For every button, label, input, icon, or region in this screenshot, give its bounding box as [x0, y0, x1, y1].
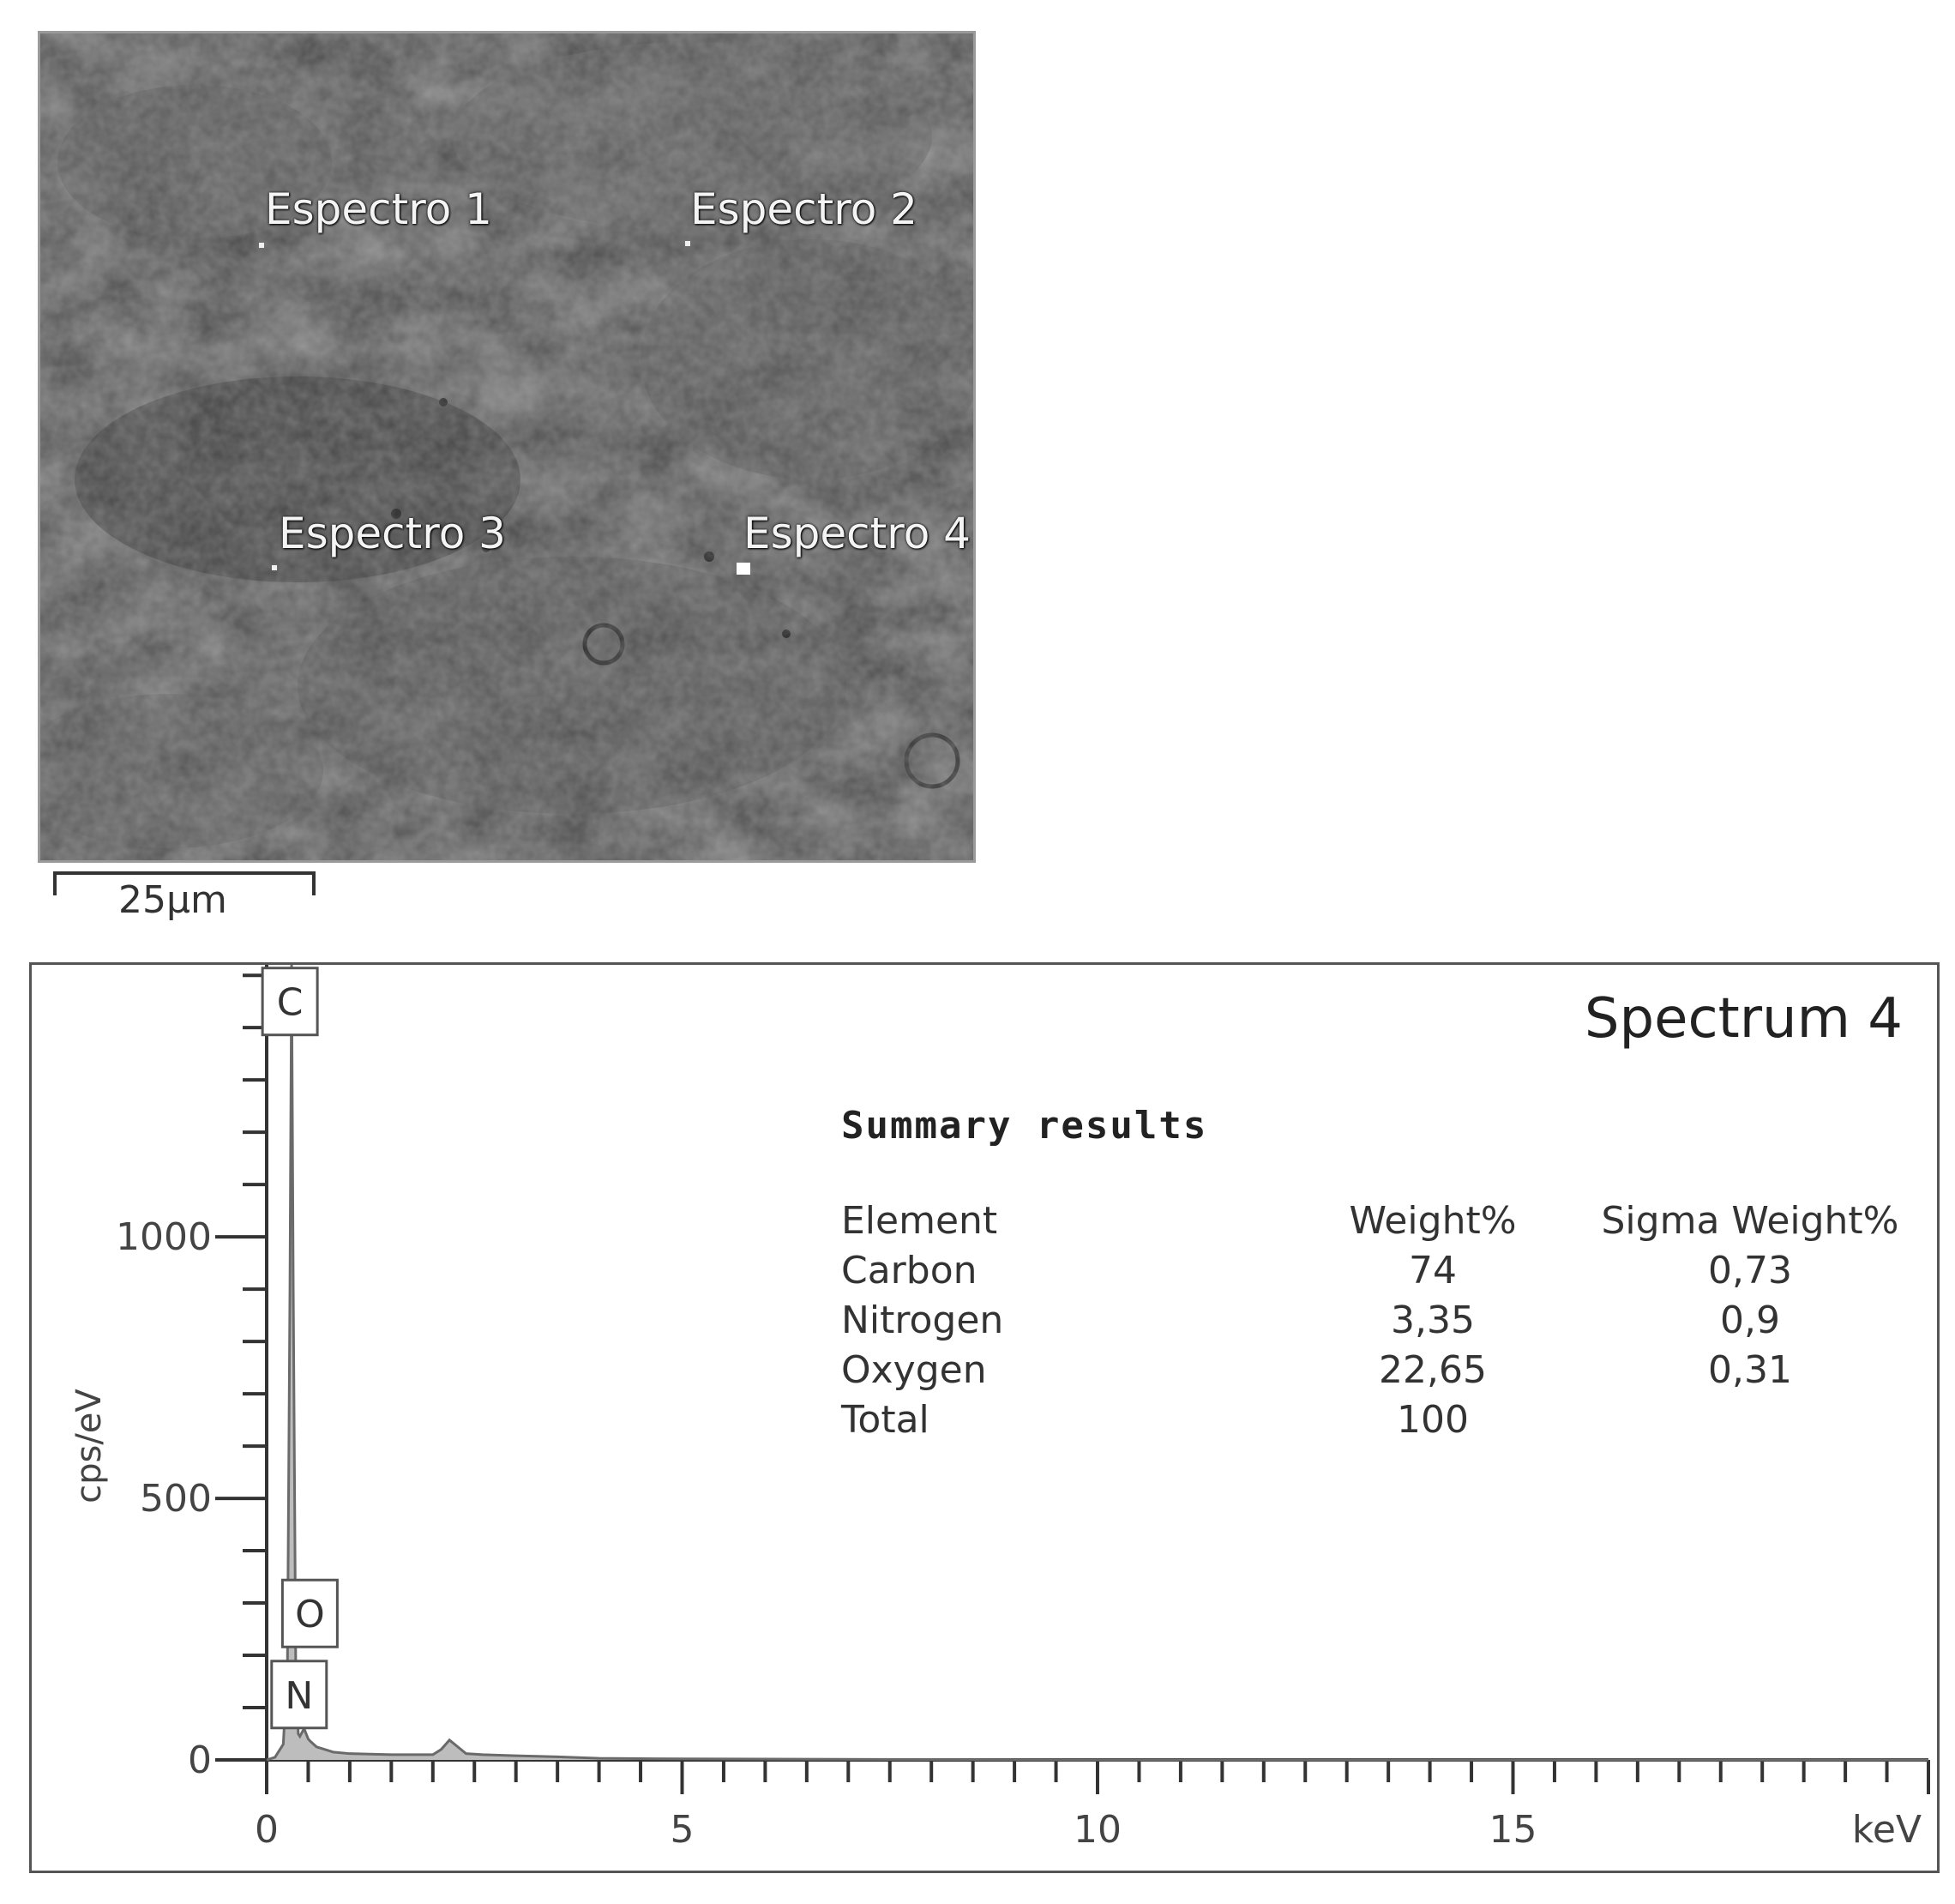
row-sigma: [1579, 1395, 1922, 1444]
x-tick-label: 15: [1489, 1808, 1537, 1852]
y-axis-label: cps/eV: [69, 1389, 109, 1503]
summary-results: Summary results Element Weight% Sigma We…: [841, 1104, 1922, 1444]
summary-heading: Summary results: [841, 1104, 1208, 1148]
spectrum-line: [266, 965, 1928, 1762]
x-axis-label: keV: [1852, 1808, 1922, 1852]
x-tick-label: 0: [255, 1808, 279, 1852]
results-header-row: Element Weight% Sigma Weight%: [841, 1196, 1922, 1245]
row-element: Nitrogen: [841, 1298, 1004, 1342]
row-sigma: 0,73: [1708, 1248, 1792, 1292]
spot-label-4: Espectro 4: [743, 509, 971, 558]
table-row: Oxygen 22,65 0,31: [841, 1345, 1922, 1395]
chart-title: Spectrum 4: [1584, 987, 1903, 1051]
spot-label-2: Espectro 2: [690, 184, 917, 234]
micrograph-texture: [40, 33, 973, 860]
peak-label-c: C: [277, 981, 304, 1025]
y-tick-label: 0: [188, 1738, 212, 1782]
spot-marker-1: [259, 243, 264, 248]
x-tick-label: 5: [671, 1808, 695, 1852]
spot-marker-2: [685, 241, 690, 246]
peak-label-box-c: [261, 967, 319, 1037]
spot-label-3: Espectro 3: [279, 509, 506, 558]
header-sigma: Sigma Weight%: [1601, 1198, 1899, 1243]
y-tick-label: 1000: [116, 1215, 212, 1259]
row-element: Oxygen: [841, 1347, 987, 1392]
peak-label-box-o: [280, 1578, 339, 1648]
spot-marker-3: [272, 565, 277, 570]
peak-label-n: N: [285, 1674, 313, 1718]
spectrum-panel: 0 500 1000 0 5 10 15 keV cps/eV C O N Spectrum 4 Su…: [29, 962, 1940, 1873]
spot-marker-4: [737, 563, 750, 575]
scale-bar: [53, 871, 316, 895]
row-sigma: 0,31: [1708, 1347, 1792, 1392]
row-weight: 100: [1397, 1397, 1469, 1442]
row-element: Carbon: [841, 1248, 977, 1292]
row-sigma: 0,9: [1720, 1298, 1780, 1342]
table-row: Carbon 74 0,73: [841, 1245, 1922, 1295]
y-tick-label: 500: [140, 1477, 212, 1521]
row-weight: 22,65: [1379, 1347, 1487, 1392]
scale-bar-label: 25µm: [118, 878, 227, 922]
header-element: Element: [841, 1198, 998, 1243]
header-weight: Weight%: [1349, 1198, 1517, 1243]
row-weight: 74: [1409, 1248, 1457, 1292]
row-element: Total: [841, 1397, 929, 1442]
peak-label-box-n: [270, 1660, 328, 1730]
x-tick-label: 10: [1074, 1808, 1122, 1852]
spot-label-1: Espectro 1: [265, 184, 492, 234]
results-table: Element Weight% Sigma Weight% Carbon 74 …: [841, 1196, 1922, 1444]
spectrum-chart: 0 500 1000 0 5 10 15 keV cps/eV C ON: [69, 965, 1930, 1852]
table-row: Total 100: [841, 1395, 1922, 1444]
peak-label-o: O: [295, 1593, 325, 1636]
row-weight: 3,35: [1391, 1298, 1475, 1342]
table-row: Nitrogen 3,35 0,9: [841, 1295, 1922, 1345]
sem-micrograph: Espectro 1 Espectro 2 Espectro 3 Espectr…: [38, 31, 976, 863]
